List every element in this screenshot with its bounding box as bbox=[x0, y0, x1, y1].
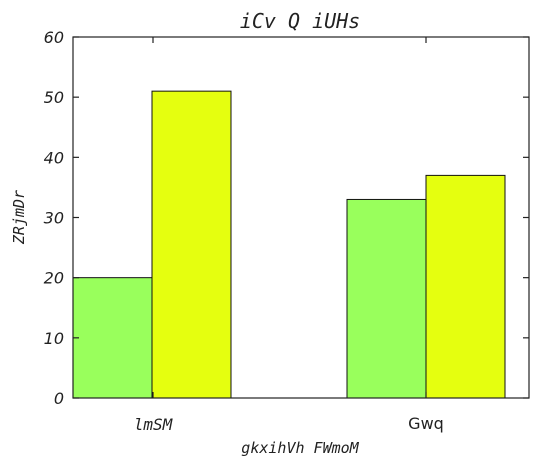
ytick-label-10: 10 bbox=[44, 329, 64, 348]
ytick-label-60: 60 bbox=[44, 28, 64, 47]
ytick-label-50: 50 bbox=[44, 88, 64, 107]
x-axis-label: gkxihVh FWmoM bbox=[241, 439, 359, 457]
bar-series1-Gwq bbox=[346, 198, 427, 399]
ytick-label-0: 0 bbox=[54, 389, 64, 408]
chart-title: iCv Q iUHs bbox=[240, 9, 360, 33]
ytick-label-40: 40 bbox=[44, 148, 64, 167]
ytick-label-20: 20 bbox=[44, 269, 64, 288]
bars bbox=[72, 90, 506, 399]
ytick-label-30: 30 bbox=[44, 209, 64, 228]
bar-series2-lmSM bbox=[151, 90, 232, 399]
xtick-label-2: Gwq bbox=[408, 414, 444, 433]
y-axis-label: ZRjmDr bbox=[10, 190, 28, 245]
y-tick-labels: 0 10 20 30 40 50 60 bbox=[44, 28, 64, 408]
bar-series2-Gwq bbox=[425, 174, 506, 399]
plot-frame bbox=[72, 36, 530, 399]
xtick-label-1: lmSM bbox=[134, 415, 174, 434]
bar-series1-lmSM bbox=[72, 277, 153, 399]
